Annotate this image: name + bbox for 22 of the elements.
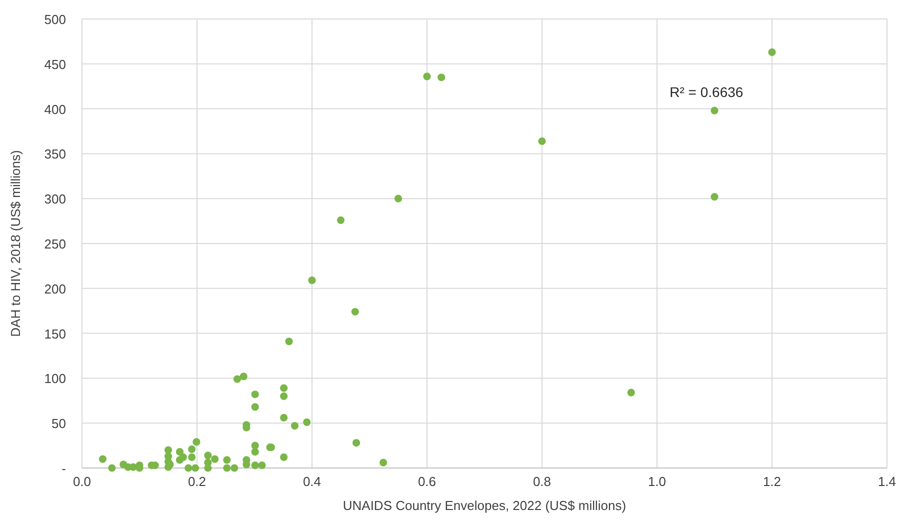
y-tick-label: 250 [44, 236, 66, 252]
x-axis-title: UNAIDS Country Envelopes, 2022 (US$ millions) [342, 498, 626, 513]
y-tick-label: 50 [52, 416, 66, 432]
y-axis-title: DAH to HIV, 2018 (US$ millions) [8, 150, 23, 337]
y-tick-label: 150 [44, 326, 66, 342]
x-tick-label: 0.8 [532, 474, 552, 489]
x-tick-label: 1.4 [878, 474, 896, 489]
y-tick-label: 450 [44, 56, 66, 72]
x-tick-label: 0.4 [302, 474, 322, 489]
x-tick-label: 1.0 [648, 474, 666, 489]
y-tick-label: 350 [44, 146, 66, 162]
y-tick-label: 100 [44, 371, 66, 386]
y-tick-label: 500 [44, 12, 66, 27]
x-tick-label: 0.0 [72, 474, 92, 489]
x-tick-label: 1.2 [762, 474, 782, 489]
y-tick-label: 200 [44, 281, 66, 296]
annotation: R² = 0.6636 [670, 84, 744, 100]
x-tick-label: 0.2 [188, 474, 206, 489]
y-tick-label: - [62, 461, 66, 476]
x-tick-label: 0.6 [418, 474, 436, 489]
y-tick-label: 300 [44, 192, 66, 207]
y-tick-label: 400 [44, 102, 66, 117]
